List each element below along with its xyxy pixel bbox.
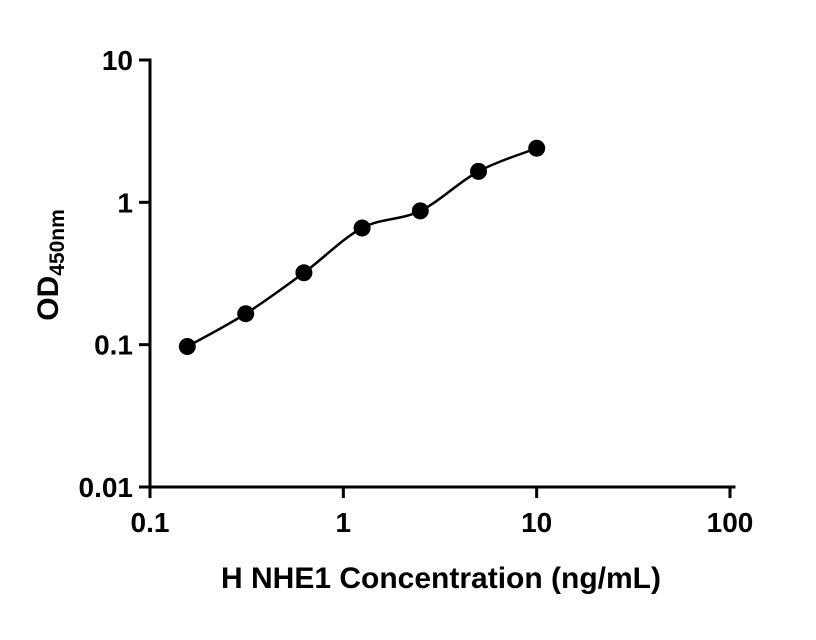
y-tick-label: 10 (102, 45, 133, 76)
data-point (178, 338, 196, 355)
y-tick-label: 0.01 (79, 472, 134, 503)
data-point (528, 139, 546, 157)
plot-axes: 0.1 1 10 100 0.01 0.1 1 10 (79, 45, 754, 538)
data-point (411, 202, 429, 220)
y-tick-label: 0.1 (94, 330, 133, 361)
x-tick-label: 0.1 (131, 507, 170, 538)
x-tick-label: 10 (521, 507, 552, 538)
y-axis-label: OD450nm (32, 209, 69, 321)
data-point (295, 264, 313, 282)
curve-and-points (178, 139, 546, 355)
x-tick-label: 100 (707, 507, 754, 538)
y-tick-label: 1 (117, 187, 133, 218)
x-axis-label: H NHE1 Concentration (ng/mL) (221, 562, 661, 595)
y-axis-label-sub: 450nm (46, 209, 69, 276)
data-point (470, 162, 487, 180)
x-tick-label: 1 (336, 507, 352, 538)
data-point (353, 219, 371, 237)
data-point (237, 305, 255, 323)
y-axis-label-main: OD (32, 276, 65, 321)
